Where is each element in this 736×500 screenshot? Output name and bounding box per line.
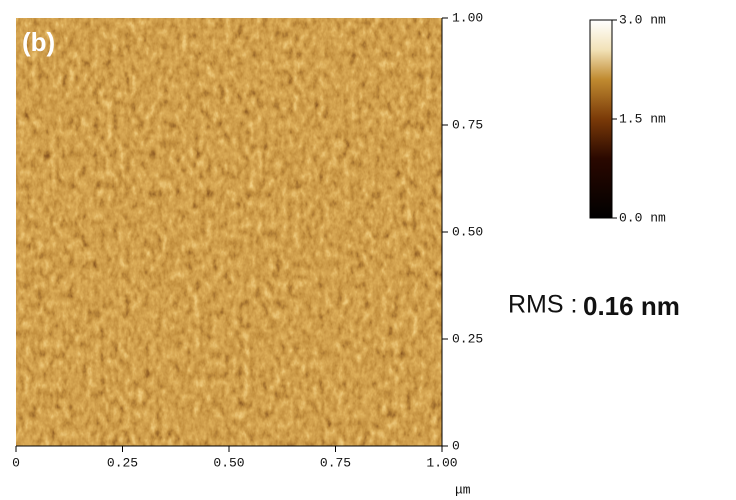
y-tick-label: 0.25	[452, 331, 483, 346]
colorbar-tick-label: 0.0 nm	[619, 210, 666, 225]
x-tick-label: 1.00	[426, 455, 457, 470]
afm-image	[16, 18, 442, 446]
colorbar-tick-label: 1.5 nm	[619, 111, 666, 126]
x-tick-label: 0.25	[107, 455, 138, 470]
rms-value: 0.16 nm	[583, 291, 680, 321]
x-tick-label: 0.50	[213, 455, 244, 470]
colorbar-tick-label: 3.0 nm	[619, 12, 666, 27]
y-tick-label: 0.75	[452, 117, 483, 132]
y-tick-label: 1.00	[452, 10, 483, 25]
rms-label: RMS :	[508, 291, 577, 319]
y-tick-label: 0	[452, 438, 460, 453]
colorbar	[589, 19, 613, 219]
panel-label: (b)	[22, 27, 55, 57]
y-tick-label: 0.50	[452, 224, 483, 239]
x-tick-label: 0	[12, 455, 20, 470]
x-tick-label: 0.75	[320, 455, 351, 470]
x-unit: μm	[455, 482, 471, 497]
